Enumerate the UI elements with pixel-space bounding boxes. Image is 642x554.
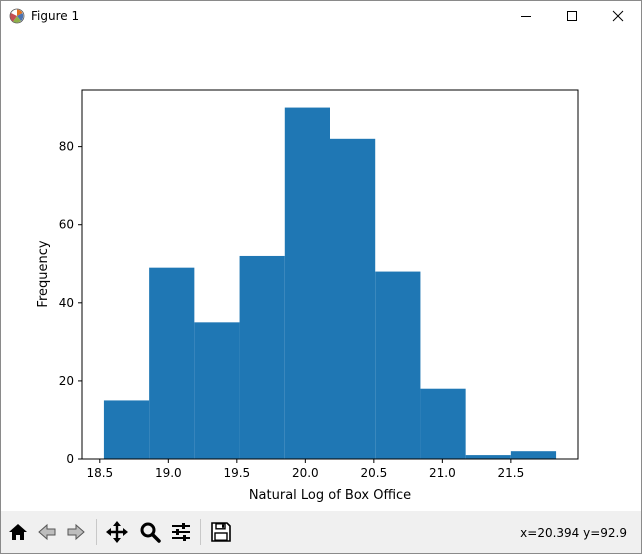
configure-subplots-button[interactable] — [168, 519, 194, 545]
move-arrows-icon — [106, 521, 128, 543]
y-tick-label: 60 — [59, 218, 74, 232]
histogram-bar — [194, 322, 240, 459]
maximize-icon — [567, 11, 577, 21]
histogram-bar — [284, 107, 330, 460]
close-icon — [612, 10, 624, 22]
forward-arrow-icon — [67, 523, 85, 541]
toolbar-separator — [200, 519, 201, 545]
back-button[interactable] — [34, 519, 60, 545]
x-tick-label: 20.0 — [292, 466, 319, 480]
window-title: Figure 1 — [31, 9, 80, 23]
zoom-button[interactable] — [137, 519, 163, 545]
title-bar[interactable]: Figure 1 — [1, 1, 641, 31]
y-tick-label: 40 — [59, 296, 74, 310]
histogram-bar — [103, 400, 150, 459]
forward-button[interactable] — [63, 519, 89, 545]
figure-canvas[interactable]: 18.5 19.0 19.5 20.0 20.5 21.0 21.5 0 20 40 60 80 N… — [1, 31, 641, 511]
histogram-bar — [420, 388, 466, 459]
navigation-toolbar: x=20.394 y=92.9 — [1, 511, 641, 553]
close-button[interactable] — [595, 1, 641, 31]
histogram-bar — [510, 451, 557, 459]
x-tick-label: 19.5 — [223, 466, 250, 480]
x-tick-label: 20.5 — [360, 466, 387, 480]
histogram-bar — [465, 455, 511, 459]
matplotlib-logo-icon — [9, 8, 25, 24]
minimize-icon — [521, 16, 531, 17]
histogram-bar — [239, 255, 285, 459]
maximize-button[interactable] — [549, 1, 595, 31]
histogram-bar — [375, 271, 421, 459]
histogram-chart: 18.5 19.0 19.5 20.0 20.5 21.0 21.5 0 20 40 60 80 N… — [36, 89, 579, 503]
pan-button[interactable] — [104, 519, 130, 545]
sliders-icon — [172, 523, 190, 541]
axes-frame — [81, 89, 579, 460]
minimize-button[interactable] — [503, 1, 549, 31]
y-tick-label: 0 — [66, 452, 74, 466]
x-tick-label: 18.5 — [86, 466, 113, 480]
x-tick-label: 21.5 — [498, 466, 525, 480]
x-tick-label: 21.0 — [429, 466, 456, 480]
x-axis-label: Natural Log of Box Office — [249, 488, 411, 503]
floppy-disk-icon — [211, 522, 231, 542]
back-arrow-icon — [38, 523, 56, 541]
toolbar-separator — [96, 519, 97, 545]
y-tick-label: 20 — [59, 374, 74, 388]
cursor-coordinates: x=20.394 y=92.9 — [520, 526, 627, 540]
x-tick-label: 19.0 — [155, 466, 182, 480]
home-button[interactable] — [5, 519, 31, 545]
y-tick-label: 80 — [59, 140, 74, 154]
home-icon — [9, 524, 27, 540]
histogram-bar — [149, 267, 195, 459]
save-button[interactable] — [208, 519, 234, 545]
y-axis-label: Frequency — [36, 240, 51, 307]
histogram-bar — [330, 138, 376, 460]
magnifier-icon — [140, 522, 161, 543]
